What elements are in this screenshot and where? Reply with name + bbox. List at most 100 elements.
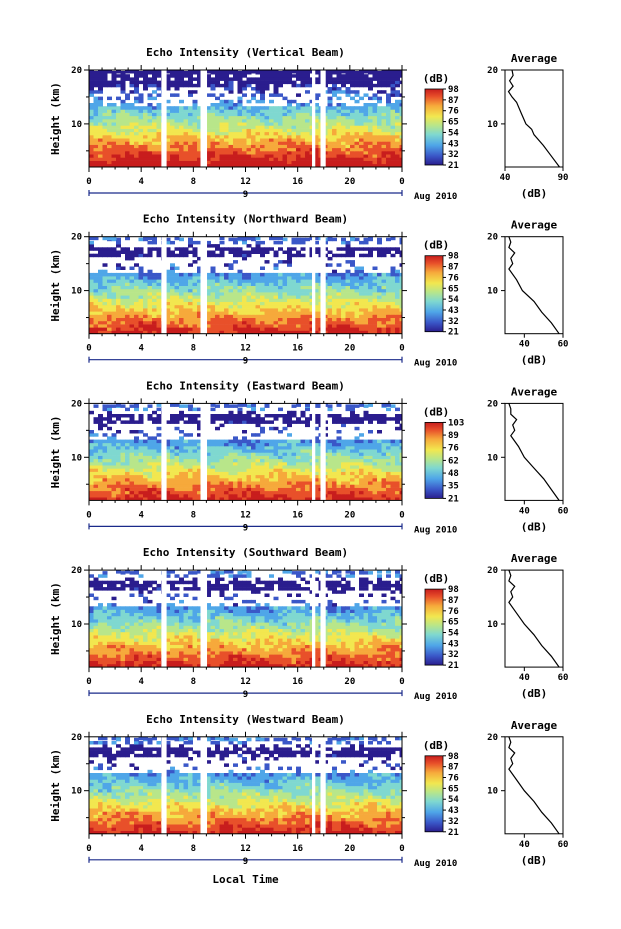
echo-cell [381, 253, 387, 258]
echo-cell [138, 128, 144, 133]
echo-cell [336, 462, 342, 466]
echo-cell [309, 465, 315, 469]
echo-cell [98, 106, 103, 110]
echo-cell [156, 311, 162, 315]
echo-cell [107, 125, 112, 129]
echo-cell [251, 106, 256, 110]
echo-cell [237, 452, 243, 456]
echo-cell [219, 327, 225, 331]
echo-cell [224, 109, 229, 113]
echo-cell [327, 288, 333, 293]
echo-cell [305, 103, 310, 107]
echo-cell [102, 292, 108, 296]
echo-cell [327, 163, 333, 167]
echo-cell [273, 70, 279, 74]
echo-cell [215, 494, 220, 498]
echo-cell [147, 292, 153, 296]
echo-cell [156, 160, 162, 165]
echo-cell [399, 481, 402, 485]
echo-cell [102, 247, 108, 251]
echo-cell [188, 298, 193, 302]
echo-cell [269, 272, 274, 277]
echo-cell [107, 465, 112, 469]
x-tick-label: 20 [344, 177, 355, 187]
echo-cell [219, 106, 225, 110]
echo-cell [134, 468, 139, 472]
echo-cell [399, 122, 402, 126]
echo-cell [381, 279, 387, 283]
echo-cell [336, 96, 342, 101]
echo-cell [111, 446, 117, 450]
echo-cell [233, 490, 238, 495]
echo-cell [363, 288, 369, 293]
echo-cell [363, 279, 369, 283]
echo-cell [368, 462, 373, 466]
echo-cell [390, 452, 396, 456]
echo-cell [363, 115, 369, 120]
echo-cell [233, 160, 238, 165]
echo-cell [188, 295, 193, 299]
echo-cell [282, 80, 288, 85]
echo-cell [192, 298, 198, 302]
echo-cell [269, 236, 274, 241]
echo-cell [102, 484, 108, 488]
echo-cell [165, 250, 171, 254]
echo-cell [350, 163, 355, 167]
echo-cell [327, 125, 333, 129]
echo-cell [327, 301, 333, 306]
echo-cell [287, 80, 292, 85]
echo-cell [314, 279, 319, 283]
echo-cell [390, 292, 396, 296]
date-label: Aug 2010 [414, 192, 457, 202]
echo-cell [341, 247, 346, 251]
echo-cell [116, 288, 121, 293]
echo-cell [332, 253, 337, 258]
echo-cell [120, 135, 126, 139]
echo-cell [107, 320, 112, 325]
echo-cell [390, 462, 396, 466]
echo-cell [314, 442, 319, 447]
echo-cell [152, 80, 157, 85]
echo-cell [179, 247, 184, 251]
echo-cell [224, 458, 229, 463]
echo-cell [242, 446, 247, 450]
echo-cell [237, 138, 243, 142]
echo-cell [174, 468, 180, 472]
echo-cell [381, 494, 387, 498]
echo-cell [224, 80, 229, 85]
echo-cell [264, 80, 270, 85]
echo-cell [341, 77, 346, 81]
echo-cell [98, 99, 103, 104]
echo-cell [305, 324, 310, 328]
echo-cell [368, 301, 373, 306]
echo-cell [336, 468, 342, 472]
echo-cell [134, 112, 139, 117]
echo-cell [278, 282, 283, 286]
echo-cell [138, 298, 144, 302]
echo-cell [273, 154, 279, 158]
echo-cell [107, 308, 112, 312]
echo-cell [210, 103, 216, 107]
x-tick-label: 4 [138, 344, 144, 354]
echo-cell [269, 320, 274, 325]
x-tick-label: 8 [191, 177, 196, 187]
echo-cell [246, 128, 252, 133]
echo-cell [152, 106, 157, 110]
echo-cell [134, 83, 139, 88]
echo-cell [98, 458, 103, 463]
echo-cell [183, 279, 189, 283]
echo-cell [156, 484, 162, 488]
echo-cell [314, 272, 319, 277]
echo-cell [246, 314, 252, 318]
echo-cell [174, 458, 180, 463]
echo-cell [174, 490, 180, 495]
echo-cell [183, 317, 189, 322]
echo-cell [206, 276, 211, 280]
echo-cell [125, 103, 130, 107]
echo-cell [89, 279, 94, 283]
echo-cell [197, 122, 202, 126]
echo-cell [332, 87, 337, 91]
echo-cell [399, 292, 402, 296]
echo-cell [143, 324, 148, 328]
